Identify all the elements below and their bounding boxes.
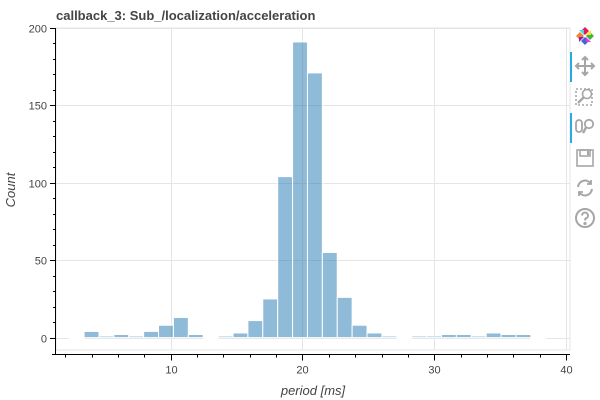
y-tick-label: 150 bbox=[29, 101, 47, 113]
reset-tool-icon[interactable] bbox=[568, 174, 600, 202]
histogram-bar bbox=[158, 324, 174, 339]
axes: 0 50 100 150 200 10 20 30 40 bbox=[29, 24, 573, 377]
histogram-bars bbox=[68, 41, 547, 339]
histogram-bar bbox=[262, 298, 279, 339]
grid-lines bbox=[55, 27, 571, 351]
histogram-bar bbox=[83, 330, 100, 339]
help-tool-icon[interactable] bbox=[568, 204, 600, 232]
chart-title: callback_3: Sub_/localization/accelerati… bbox=[56, 8, 315, 23]
histogram-bar bbox=[515, 334, 532, 339]
histogram-bar bbox=[217, 335, 234, 339]
histogram-bar bbox=[411, 335, 428, 339]
x-tick-label: 40 bbox=[560, 365, 572, 377]
y-tick-label: 100 bbox=[29, 179, 47, 191]
histogram-bar bbox=[68, 337, 85, 339]
histogram-bar bbox=[426, 335, 442, 339]
histogram-bar bbox=[336, 296, 353, 339]
histogram-bar bbox=[143, 330, 160, 339]
histogram-bar bbox=[277, 176, 294, 339]
wheel-zoom-tool-icon[interactable] bbox=[568, 113, 600, 143]
histogram-bar bbox=[530, 337, 547, 339]
histogram-bar bbox=[455, 334, 472, 339]
histogram-bar bbox=[485, 332, 502, 339]
x-tick-label: 20 bbox=[296, 365, 308, 377]
x-tick-label: 30 bbox=[428, 365, 440, 377]
y-axis-label: Count bbox=[3, 171, 18, 207]
histogram-bar bbox=[351, 324, 368, 339]
save-tool-icon[interactable] bbox=[568, 144, 600, 172]
box-zoom-tool-icon[interactable] bbox=[568, 83, 600, 111]
histogram-bar bbox=[441, 334, 457, 339]
histogram-bar bbox=[366, 332, 383, 339]
histogram-bar bbox=[247, 320, 264, 339]
histogram-bar bbox=[396, 337, 413, 339]
histogram-bar bbox=[500, 334, 517, 339]
histogram-bar bbox=[128, 335, 145, 339]
y-tick-label: 0 bbox=[41, 334, 47, 346]
bokeh-logo-icon bbox=[568, 22, 600, 50]
histogram-bar bbox=[470, 335, 487, 339]
histogram-bar bbox=[98, 335, 115, 339]
x-axis-label: period [ms] bbox=[280, 383, 346, 398]
histogram-bar bbox=[306, 72, 323, 339]
histogram-bar bbox=[172, 316, 189, 339]
histogram-bar bbox=[321, 251, 338, 339]
histogram-bar bbox=[187, 334, 204, 339]
histogram-bar bbox=[113, 334, 130, 339]
pan-tool-icon[interactable] bbox=[568, 52, 600, 82]
histogram-bar bbox=[292, 41, 308, 339]
histogram-bar bbox=[381, 335, 398, 339]
y-tick-label: 200 bbox=[29, 24, 47, 36]
histogram-bar bbox=[232, 332, 249, 339]
histogram-bar bbox=[202, 337, 219, 339]
y-tick-label: 50 bbox=[35, 256, 47, 268]
x-tick-label: 10 bbox=[165, 365, 177, 377]
